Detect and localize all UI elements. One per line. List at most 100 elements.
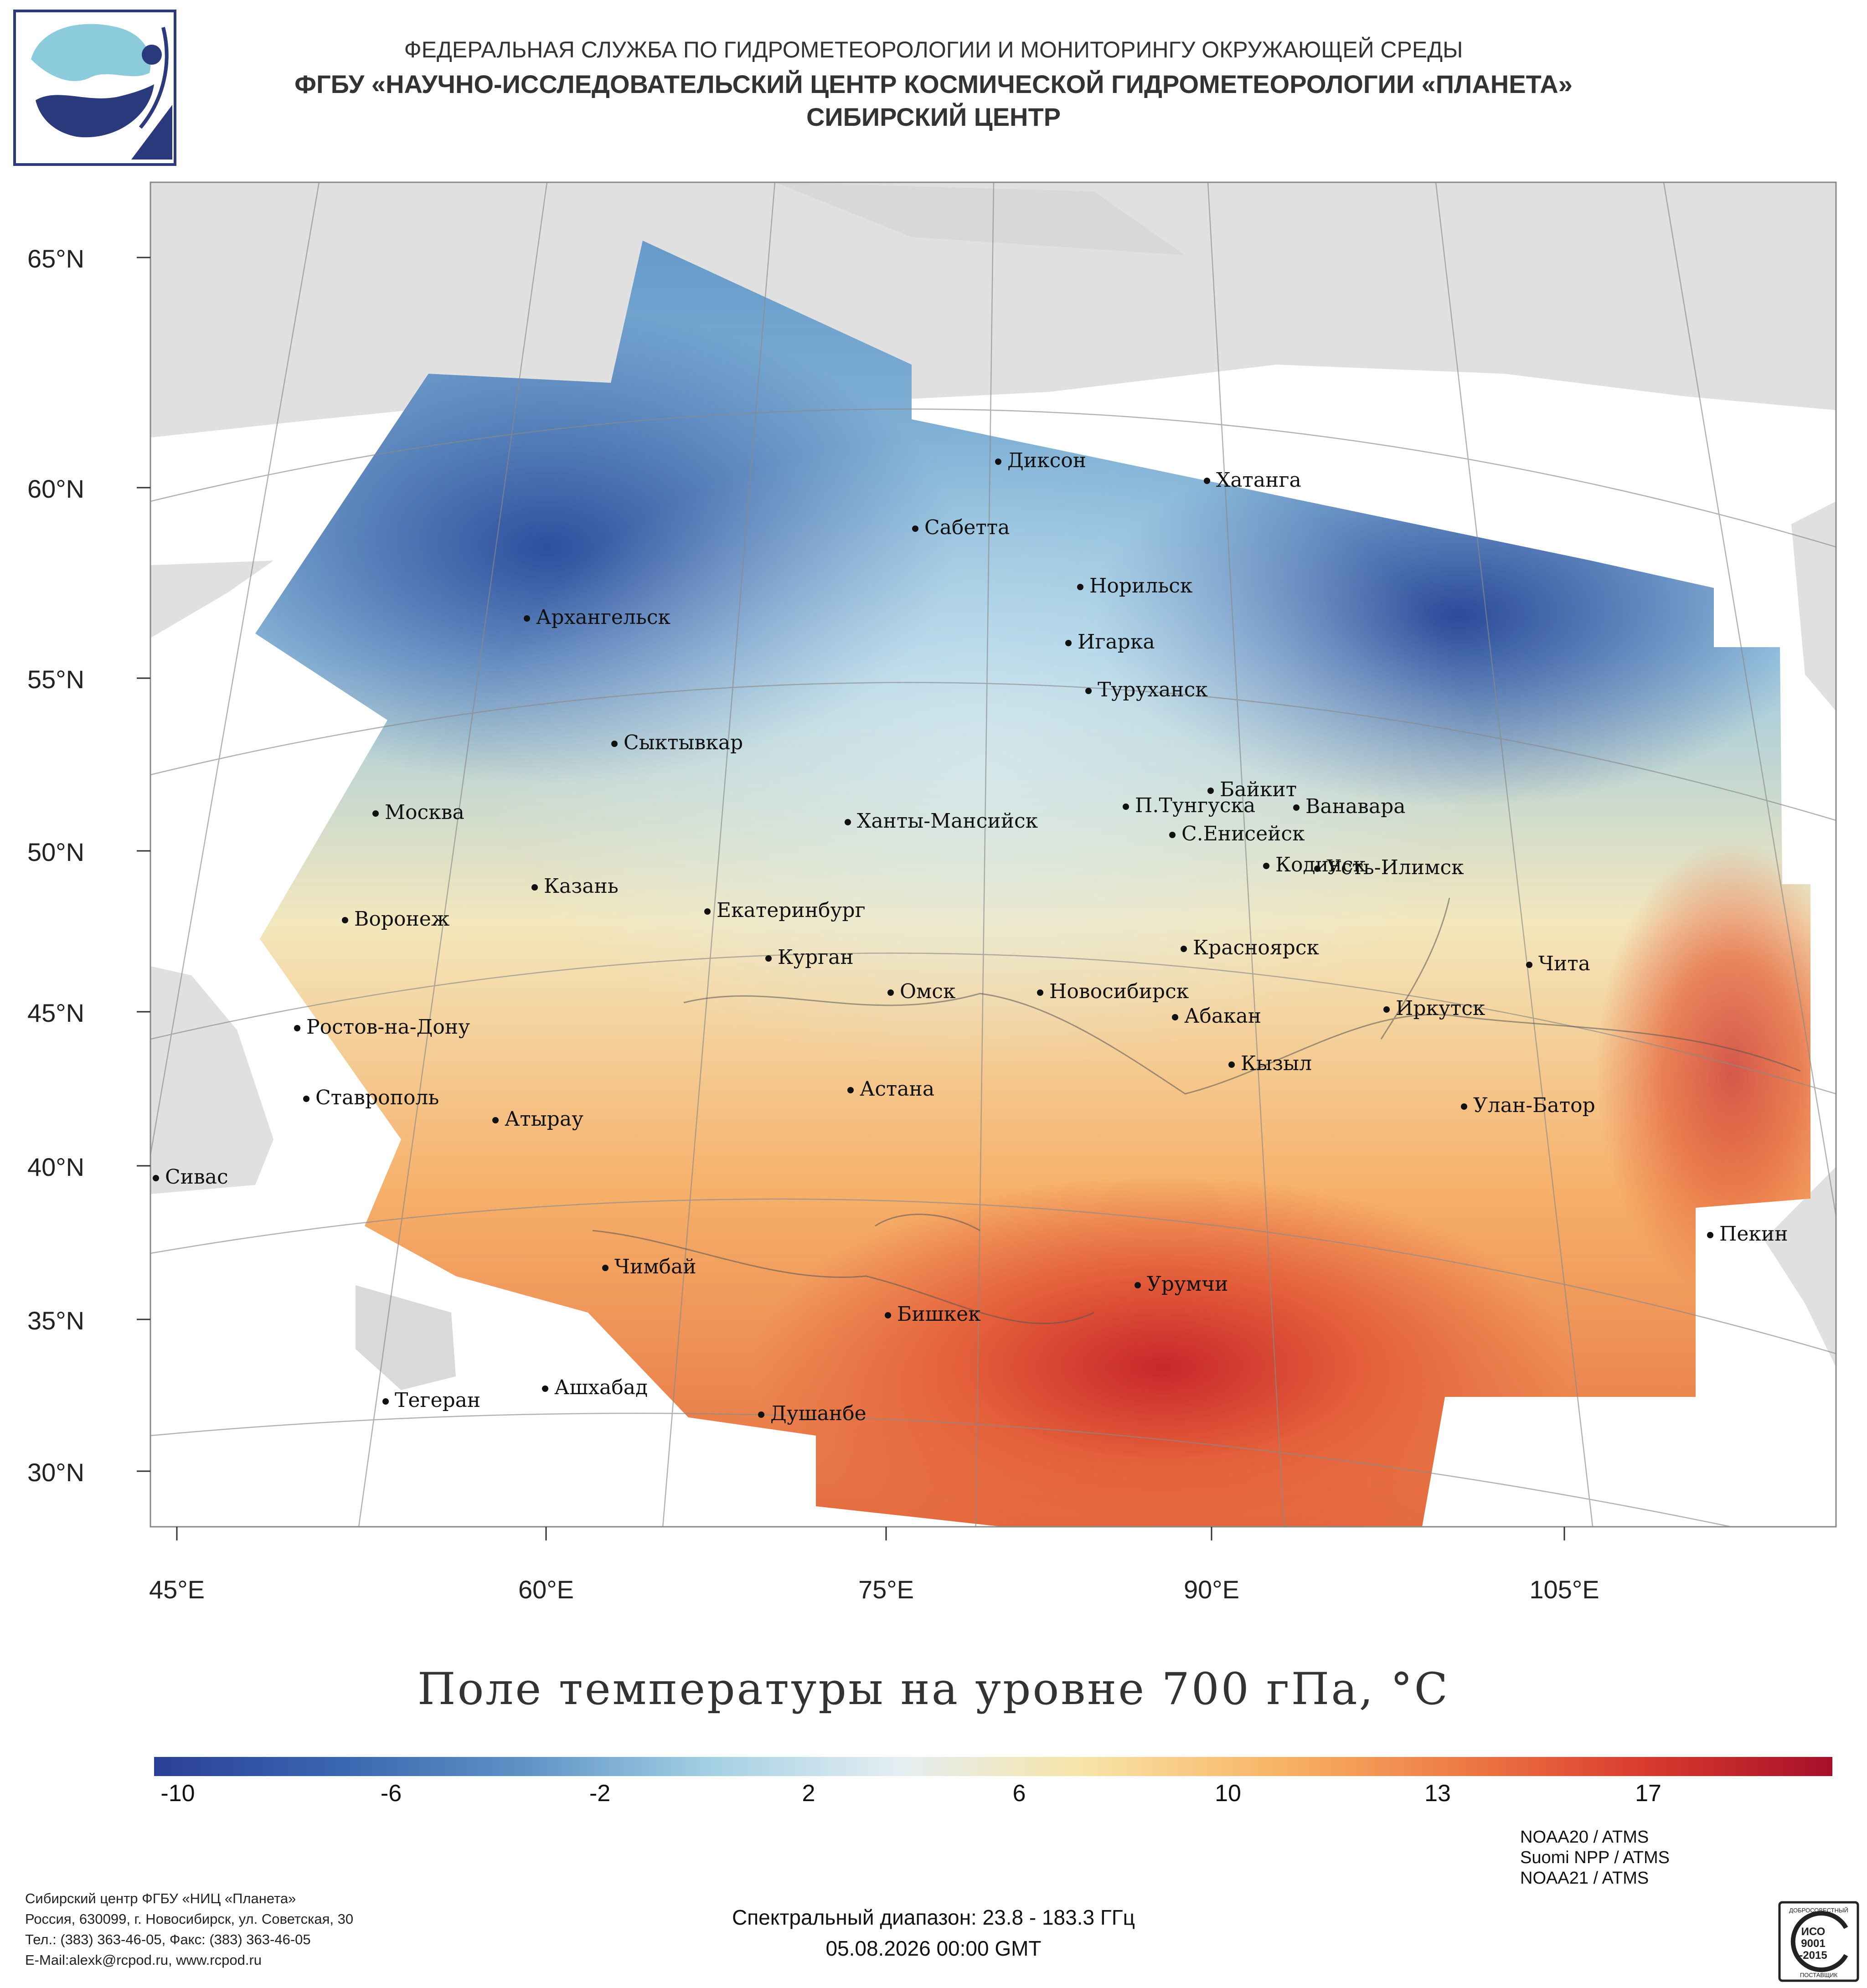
lat-label-60: 60°N [27,474,85,503]
lat-label-50: 50°N [27,838,85,866]
city-rostov-na-donu: Ростов-на-Дону [294,1015,470,1039]
city-norilsk: Норильск [1077,574,1192,597]
city-igarka: Игарка [1065,630,1155,654]
spectral-range: Спектральный диапазон: 23.8 - 183.3 ГГц [732,1906,1135,1929]
svg-text:ИСО: ИСО [1801,1926,1826,1938]
svg-text:9001: 9001 [1801,1937,1825,1950]
svg-text:Чимбай: Чимбай [614,1255,696,1278]
svg-text:Ставрополь: Ставрополь [315,1086,439,1109]
colorbar-tick: 2 [802,1780,815,1807]
colorbar-tick: 6 [1012,1780,1026,1807]
footer-org-address: Россия, 630099, г. Новосибирск, ул. Сове… [25,1911,354,1927]
city-yekaterinburg: Екатеринбург [704,899,866,922]
colorbar-tick: 10 [1215,1780,1241,1807]
svg-text:Сабетта: Сабетта [924,516,1010,539]
city-s-yeniseysk: С.Енисейск [1169,822,1305,845]
map-title: Поле температуры на уровне 700 гПа, °C [417,1664,1450,1715]
svg-text:Хатанга: Хатанга [1216,469,1301,492]
svg-text:Игарка: Игарка [1078,630,1155,654]
lat-label-35: 35°N [27,1306,85,1335]
svg-text:Ростов-на-Дону: Ростов-на-Дону [306,1015,470,1039]
city-abakan: Абакан [1172,1004,1261,1028]
svg-text:Архангельск: Архангельск [536,606,670,629]
satellite-noaa20: NOAA20 / ATMS [1520,1828,1649,1847]
svg-text:Иркутск: Иркутск [1396,997,1485,1020]
svg-text:Усть-Илимск: Усть-Илимск [1326,856,1464,879]
svg-text:Диксон: Диксон [1007,449,1086,472]
svg-text:П.Тунгуска: П.Тунгуска [1135,794,1255,817]
svg-text:Тегеран: Тегеран [395,1389,480,1412]
city-novosibirsk: Новосибирск [1037,980,1189,1003]
svg-text:Омск: Омск [900,980,955,1003]
city-krasnoyarsk: Красноярск [1181,936,1319,959]
city-irkutsk: Иркутск [1383,997,1485,1020]
lon-label-105: 105°E [1529,1575,1599,1604]
colorbar-tick: -2 [589,1780,611,1807]
city-ulan-bator: Улан-Батор [1461,1094,1595,1117]
svg-text:Норильск: Норильск [1089,574,1192,597]
planeta-logo [13,10,176,166]
svg-text:Ханты-Мансийск: Ханты-Мансийск [857,809,1038,833]
colorbar [154,1757,1832,1776]
satellite-suomi-npp: Suomi NPP / ATMS [1520,1848,1670,1867]
svg-text:Новосибирск: Новосибирск [1049,980,1189,1003]
city-vanavara: Ванавара [1293,795,1406,818]
svg-text:ПОСТАВЩИК: ПОСТАВЩИК [1800,1972,1838,1978]
header-center: СИБИРСКИЙ ЦЕНТР [806,103,1061,131]
svg-text:-2015: -2015 [1799,1949,1827,1962]
svg-text:Чита: Чита [1538,952,1590,975]
footer-org-email: E-Mail:alexk@rcpod.ru, www.rcpod.ru [25,1952,262,1968]
svg-text:Кызыл: Кызыл [1241,1052,1312,1075]
svg-text:Туруханск: Туруханск [1098,678,1208,701]
svg-text:Ашхабад: Ашхабад [554,1376,648,1399]
svg-text:Улан-Батор: Улан-Батор [1473,1094,1595,1117]
lon-label-75: 75°E [858,1575,914,1604]
colorbar-tick: 13 [1424,1780,1451,1807]
svg-text:С.Енисейск: С.Енисейск [1181,822,1305,845]
svg-text:Ванавара: Ванавара [1305,795,1406,818]
lat-label-65: 65°N [27,244,85,273]
lon-label-90: 90°E [1183,1575,1240,1604]
city-atyrau: Атырау [492,1107,583,1131]
city-chita: Чита [1526,952,1590,975]
city-omsk: Омск [887,980,955,1003]
city-bishkek: Бишкек [885,1303,981,1326]
city-pekin: Пекин [1707,1222,1788,1246]
city-stavropol: Ставрополь [303,1086,439,1109]
colorbar-tick: -10 [160,1780,195,1807]
city-kurgan: Курган [765,946,854,969]
city-astana: Астана [847,1077,934,1101]
svg-text:Москва: Москва [385,801,464,824]
city-syktyvkar: Сыктывкар [611,731,743,754]
city-dikson: Диксон [995,449,1086,472]
city-chimbay: Чимбай [602,1255,696,1278]
svg-text:Казань: Казань [544,875,619,898]
svg-text:Бишкек: Бишкек [897,1303,981,1326]
temperature-map: Диксон Хатанга Сабетта Архангельск Норил… [137,181,1837,1540]
svg-text:Пекин: Пекин [1719,1222,1788,1246]
lon-label-45: 45°E [149,1575,205,1604]
satellite-noaa21: NOAA21 / ATMS [1520,1869,1649,1888]
lat-label-30: 30°N [27,1458,85,1487]
header-agency: ФЕДЕРАЛЬНАЯ СЛУЖБА ПО ГИДРОМЕТЕОРОЛОГИИ … [404,37,1463,62]
city-kazan: Казань [531,875,619,898]
svg-text:Душанбе: Душанбе [770,1402,866,1425]
lat-label-45: 45°N [27,999,85,1027]
svg-text:Красноярск: Красноярск [1193,936,1319,959]
city-p-tunguska: П.Тунгуска [1123,794,1255,817]
city-kodinsk: Кодинск [1263,853,1366,876]
footer-org-name: Сибирский центр ФГБУ «НИЦ «Планета» [25,1890,296,1906]
lat-label-55: 55°N [27,665,85,694]
svg-text:Астана: Астана [860,1077,934,1101]
city-sabetta: Сабетта [912,516,1010,539]
city-baykit: Байкит [1207,778,1297,801]
city-urumqi: Урумчи [1135,1272,1228,1296]
header-organization: ФГБУ «НАУЧНО-ИССЛЕДОВАТЕЛЬСКИЙ ЦЕНТР КОС… [294,70,1573,98]
city-sivas: Сивас [153,1165,228,1189]
city-kyzyl: Кызыл [1228,1052,1312,1075]
city-ashkhabad: Ашхабад [542,1376,648,1399]
city-arkhangelsk: Архангельск [524,606,670,629]
footer-org-phone: Тел.: (383) 363-46-05, Факс: (383) 363-4… [25,1931,311,1947]
city-markers: Диксон Хатанга Сабетта Архангельск Норил… [153,449,1788,1425]
svg-text:Кодинск: Кодинск [1275,853,1366,876]
